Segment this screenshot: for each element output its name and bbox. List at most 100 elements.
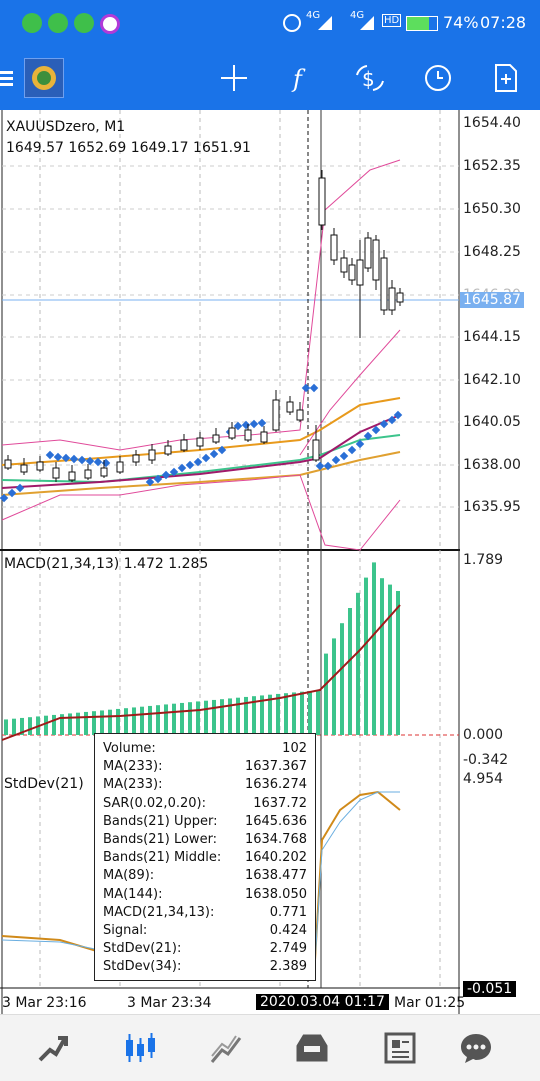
menu-button[interactable] — [0, 54, 26, 102]
macd-bar — [20, 717, 24, 735]
data-window-label: Signal: — [103, 922, 148, 938]
data-window-row: MACD(21,34,13): 0.771 — [95, 904, 315, 922]
sar-dot — [371, 425, 381, 435]
signal-icon — [318, 16, 332, 30]
wechat-icon — [48, 13, 68, 33]
candle-body — [312, 439, 320, 461]
candle-body — [68, 471, 76, 481]
indicators-button[interactable]: f — [276, 54, 324, 102]
svg-text:f: f — [291, 65, 306, 93]
candle-body — [116, 461, 124, 473]
app-logo — [24, 58, 64, 98]
macd-bar — [276, 693, 280, 735]
band-extension-line — [299, 329, 401, 456]
trade-button[interactable]: $ — [346, 54, 394, 102]
data-window-row: StdDev(21): 2.749 — [95, 940, 315, 958]
new-order-button[interactable] — [482, 54, 530, 102]
sar-dot — [145, 477, 155, 487]
nav-quotes[interactable] — [22, 1023, 82, 1073]
candle-body — [388, 287, 396, 311]
macd-bar — [372, 562, 376, 735]
candle-body — [84, 469, 92, 479]
macd-bar — [204, 700, 208, 735]
battery-icon — [406, 16, 438, 31]
nav-history[interactable] — [282, 1023, 342, 1073]
candle-body — [132, 454, 140, 463]
battery-percent: 74% — [443, 13, 479, 32]
crosshair-time-badge: 2020.03.04 01:17 — [256, 994, 389, 1010]
data-window-label: Bands(21) Middle: — [103, 850, 222, 866]
sar-dot — [309, 383, 319, 393]
new-order-icon — [495, 64, 517, 92]
data-window-value: 2.389 — [269, 959, 307, 975]
crosshair-button[interactable] — [210, 54, 258, 102]
macd-bar — [92, 711, 96, 735]
macd-bar — [196, 701, 200, 735]
candle-body — [340, 257, 348, 273]
nav-chart[interactable] — [110, 1023, 170, 1073]
sar-dot — [0, 493, 9, 503]
nav-chat[interactable] — [446, 1023, 506, 1073]
time-label: 3 Mar 23:34 — [127, 995, 212, 1011]
macd-bar — [284, 693, 288, 735]
macd-bar — [188, 702, 192, 735]
candle-body — [228, 427, 236, 439]
macd-bar — [108, 709, 112, 735]
candle-body — [286, 401, 294, 413]
data-window-row: Bands(21) Upper: 1645.636 — [95, 813, 315, 831]
macd-bar — [316, 690, 320, 735]
macd-bar — [388, 584, 392, 735]
hd-badge: HD — [382, 14, 402, 27]
macd-bar — [124, 708, 128, 735]
chart-area[interactable]: XAUUSDzero, M1 1649.57 1652.69 1649.17 1… — [0, 110, 540, 1014]
signal-icon-2 — [360, 16, 374, 30]
sar-dot — [393, 410, 403, 420]
candle-body — [244, 429, 252, 441]
candle-body — [330, 234, 338, 261]
signal-label-2: 4G — [350, 10, 365, 21]
sar-dot — [379, 419, 389, 429]
bands-upper-line — [1, 159, 401, 451]
macd-bar — [292, 692, 296, 735]
timeframe-button[interactable] — [414, 54, 462, 102]
notification-icon — [22, 13, 42, 33]
data-window-value: 1638.050 — [244, 886, 307, 902]
macd-bar — [364, 577, 368, 735]
macd-bar — [172, 703, 176, 735]
macd-bar — [164, 704, 168, 735]
candle-body — [356, 259, 364, 286]
sar-dot — [339, 451, 349, 461]
macd-bar — [228, 698, 232, 735]
nav-trade[interactable] — [196, 1023, 256, 1073]
trade-icon: $ — [356, 65, 384, 91]
sar-dot — [185, 460, 195, 470]
sar-dot — [15, 483, 25, 493]
macd-bar — [180, 702, 184, 735]
data-window-value: 2.749 — [269, 941, 307, 957]
macd-bar — [340, 623, 344, 735]
macd-bar — [268, 694, 272, 735]
crosshair-icon — [221, 65, 247, 91]
macd-bar — [156, 705, 160, 735]
data-window-value: 102 — [282, 741, 307, 756]
sar-dot — [93, 457, 103, 467]
data-window-row: MA(89): 1638.477 — [95, 867, 315, 885]
sar-dot — [61, 453, 71, 463]
sar-dot — [101, 458, 111, 468]
bands-lower-line — [1, 474, 401, 551]
price-tick: 1652.35 — [463, 158, 521, 174]
data-window-value: 0.424 — [269, 922, 307, 938]
sar-dot — [77, 455, 87, 465]
macd-bar — [220, 699, 224, 735]
data-window-row: Volume: 102 — [95, 740, 315, 758]
timeframe-icon — [425, 65, 451, 91]
sar-dot — [315, 461, 325, 471]
price-tick: 1650.30 — [463, 201, 521, 217]
history-icon — [296, 1034, 328, 1062]
sar-dot — [53, 452, 63, 462]
data-window-row: MA(233): 1636.274 — [95, 776, 315, 794]
candle-body — [212, 434, 220, 443]
data-window: Volume: 102 MA(233): 1637.367 MA(233): 1636.2… — [94, 733, 316, 981]
nav-news[interactable] — [370, 1023, 430, 1073]
data-window-row: MA(233): 1637.367 — [95, 758, 315, 776]
